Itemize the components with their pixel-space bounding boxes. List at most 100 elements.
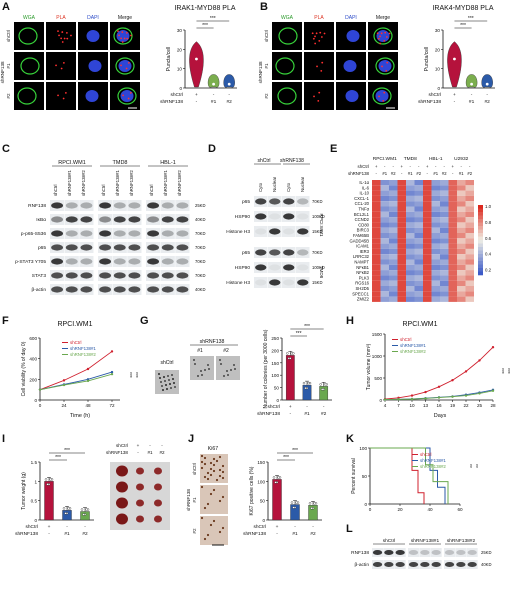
heatmap-cell — [431, 238, 440, 244]
ki67-nucleus — [212, 469, 216, 473]
colony-dot — [204, 369, 206, 371]
lane-label: shRNF138#2 — [129, 170, 134, 196]
y-axis-label: Puncta/cell — [424, 47, 430, 71]
heatmap-cell — [380, 206, 389, 212]
heatmap-cell — [389, 264, 398, 271]
heatmap-cell — [457, 180, 466, 186]
ki67-nucleus — [206, 502, 210, 506]
condition-label: shCtrl — [428, 92, 441, 98]
data-point — [274, 481, 277, 484]
ki67-nucleus — [212, 457, 216, 461]
heatmap-cell — [380, 233, 389, 239]
colorbar-segment — [478, 208, 483, 213]
condition-value: - — [486, 93, 488, 98]
sig-label: *** — [504, 368, 510, 374]
x-tick-label: 0 — [369, 507, 372, 512]
series-point — [86, 379, 90, 383]
blot-band — [269, 198, 281, 205]
colony-dot — [167, 375, 169, 377]
heatmap-cell — [397, 190, 406, 196]
fraction-label: Nuclear — [272, 176, 277, 192]
y-tick-label: 200 — [29, 377, 37, 382]
blot-band — [51, 258, 64, 265]
heatmap-cell — [389, 201, 398, 207]
panel-title: RPCI.WM1 — [403, 321, 438, 328]
condition-value: - — [312, 525, 314, 530]
panel-A: WGA PLA DAPI Merge shCtrl #1 #2 shRNF138 IRAK1-M… — [0, 5, 237, 110]
pla-puncta — [130, 34, 132, 37]
pla-puncta — [379, 35, 381, 38]
heatmap-cell — [448, 275, 457, 281]
condition-value: #1 — [459, 171, 464, 176]
condition-value: #2 — [227, 99, 233, 105]
ki67-nucleus — [218, 474, 222, 478]
blot-band — [161, 202, 174, 209]
heatmap-cell — [406, 217, 415, 223]
heatmap-cell — [380, 296, 389, 302]
pla-puncta — [62, 97, 65, 100]
y-tick-label: 30 — [177, 28, 183, 33]
pla-puncta — [129, 91, 132, 94]
heatmap-cell — [397, 217, 406, 223]
tumor — [116, 513, 128, 525]
x-tick-label: 60 — [457, 507, 463, 512]
x-tick-label: 0 — [39, 403, 42, 408]
blot-band — [113, 202, 126, 209]
blot-band — [128, 230, 141, 237]
bar — [285, 355, 295, 401]
bar — [44, 481, 54, 521]
blot-band — [395, 561, 405, 568]
tumor — [116, 497, 128, 509]
bar — [272, 479, 282, 521]
pla-puncta — [386, 61, 389, 64]
heatmap-cell — [465, 238, 474, 244]
heatmap-cell — [457, 270, 466, 276]
row-label: #1 — [264, 63, 269, 69]
heatmap-cell — [414, 248, 423, 255]
mw-label: 15KD — [312, 280, 322, 285]
cell-line-label: HBL-1 — [160, 160, 176, 166]
heatmap-cell — [465, 264, 474, 271]
heatmap-cell — [397, 286, 406, 292]
mw-label: 70KD — [195, 231, 205, 236]
ki67-nucleus — [209, 473, 213, 477]
y-axis-label: Puncta/cell — [166, 47, 172, 71]
gene-label: CXCL-1 — [354, 196, 370, 201]
x-tick-label: 7 — [397, 403, 400, 408]
condition-value: #2 — [416, 171, 421, 176]
y-tick-label: 30 — [435, 28, 441, 33]
pla-puncta — [380, 32, 383, 35]
heatmap-cell — [431, 243, 440, 249]
fraction-label: Cyto — [286, 182, 291, 192]
blot-band — [65, 286, 78, 293]
colorbar-segment — [478, 254, 483, 258]
blot-label: p65 — [38, 245, 46, 251]
condition-value: - — [393, 164, 395, 169]
blot-band — [99, 272, 112, 279]
condition-value: - — [401, 171, 403, 176]
blot-band — [176, 216, 189, 223]
gene-label: ICAM1 — [356, 244, 369, 249]
blot-band — [161, 258, 174, 265]
pla-puncta — [66, 37, 69, 40]
tumor — [136, 515, 144, 523]
heatmap-cell — [380, 195, 389, 202]
blot-strip — [79, 256, 94, 267]
pla-puncta — [377, 37, 380, 40]
heatmap-cell — [457, 217, 466, 223]
data-point — [304, 386, 307, 390]
y-axis-label: Ki67 positive cells (%) — [249, 466, 255, 515]
heatmap-cell — [372, 275, 381, 281]
heatmap-cell — [372, 264, 381, 271]
heatmap-cell — [457, 195, 466, 202]
heatmap-cell — [465, 222, 474, 228]
heatmap-cell — [423, 243, 432, 249]
channel-label: Merge — [376, 15, 390, 21]
heatmap-cell — [414, 275, 423, 281]
blot-strip — [127, 200, 142, 211]
pla-puncta — [383, 39, 386, 42]
pla-puncta — [121, 41, 124, 43]
blot-band — [456, 549, 466, 556]
blot-band — [80, 216, 93, 223]
heatmap-cell — [389, 233, 398, 239]
